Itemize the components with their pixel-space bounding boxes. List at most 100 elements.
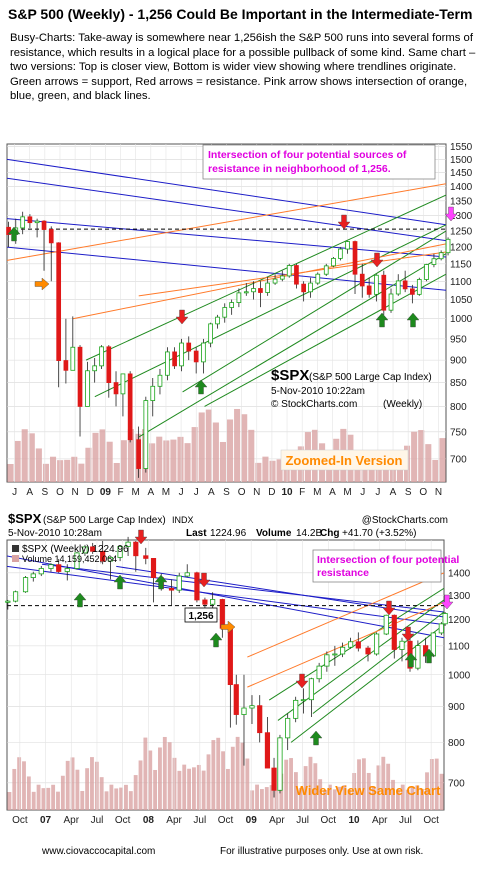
timestamp: 5-Nov-2010 10:28am [8,528,102,539]
footer-site[interactable]: www.ciovaccocapital.com [42,846,156,857]
candle-body [77,346,83,407]
page-title: S&P 500 (Weekly) - 1,256 Could Be Import… [8,6,473,22]
volume-bar [35,448,42,482]
resistance-arrow [197,572,211,588]
volume-bar [289,758,293,810]
volume-bar [226,768,230,810]
volume-bar [342,785,347,810]
x-tick-label: 10 [281,487,293,498]
index-name: (S&P 500 Large Cap Index) [43,515,166,526]
candle-body [410,288,415,295]
candle-body [63,360,69,371]
volume-bar [51,784,56,810]
candle-body [324,654,330,667]
volume-bar [411,431,418,482]
chart-wider-view: 700 800 900 1000 1100 1200 1300 1400 Oct 07 Apr Jul… [5,511,471,826]
volume-bar [41,788,46,810]
volume-bar [46,787,51,810]
candle-body [431,258,437,265]
volume-bar [439,438,446,482]
candle-body [194,572,200,601]
volume-bar [313,763,318,810]
volume-bar [235,736,240,810]
candle-body [184,572,190,577]
support-arrow [113,574,127,590]
volume-bar [170,439,177,482]
x-tick-label: Oct [321,815,337,826]
candle-body [395,280,401,295]
candle-body [92,365,98,372]
x-tick-label: N [253,487,260,498]
volume-bar [418,430,425,482]
volume-bar [284,759,289,810]
x-tick-label: 09 [246,815,258,826]
volume-bar [206,754,211,810]
x-tick-label: Jul [91,815,104,826]
x-tick-label: D [87,487,94,498]
candle-body [308,678,314,701]
candle-body [208,323,213,344]
candle-body [127,373,133,441]
y-tick-label: 1150 [450,259,472,270]
volume-bar [124,784,128,810]
candle-body [352,241,358,275]
candle-body [233,684,239,715]
candle-body [179,342,184,367]
candle-body [332,653,338,656]
resistance-arrow [370,252,384,268]
volume-bar [234,408,241,482]
candle-body [201,342,206,363]
resistance-arrow [134,529,148,545]
x-tick-label: S [405,487,412,498]
x-tick-label: A [390,487,397,498]
blue-trendline [7,565,444,626]
volume-bar [432,459,439,482]
volume-bar [177,770,182,810]
volume-bar [255,462,262,482]
orange-trendline [247,572,444,658]
volume-bar [241,414,248,482]
volume-bar [85,447,92,482]
volume-label: Volume [256,528,292,539]
x-tick-label: D [268,487,275,498]
volume-bar [70,757,75,810]
candle-body [165,351,170,376]
volume-bar [167,742,172,810]
candle-body [210,599,216,605]
volume-bar [187,768,192,810]
chg-label: Chg [320,528,339,539]
candle-body [215,316,220,325]
support-arrow [375,312,389,328]
x-tick-label: S [42,487,49,498]
candle-body [113,382,119,395]
volume-bar [182,764,187,810]
candle-body [168,587,175,591]
volume-bar [211,740,216,810]
green-trendline [290,624,444,743]
volume-bar [308,756,313,810]
x-tick-label: J [194,487,199,498]
x-tick-label: Jul [399,815,412,826]
volume-bar [262,456,269,482]
volume-bar [119,787,124,810]
candle-body [202,599,208,605]
candle-body [48,564,54,569]
last-value: 1224.96 [210,528,247,539]
candle-body [264,732,271,769]
candle-body [64,568,70,572]
chart-zoomed-in: 700 750 800 850 900 950 1000 1050 1100 1150 1200 12… [6,142,473,498]
version-label: Zoomed-In Version [285,453,402,468]
volume-bar [12,768,17,810]
volume-bar [290,462,297,482]
volume-bar [269,785,274,810]
legend-price: $SPX (Weekly) 1224.96 [22,544,129,555]
volume-bar [400,784,405,810]
candle-body [402,280,408,290]
volume-bar [420,788,425,810]
volume-bar [106,441,113,482]
volume-bar [386,763,391,810]
candle-body [265,282,270,293]
candle-body [229,302,235,308]
blue-trendline [7,158,446,226]
volume-bar [391,779,395,810]
